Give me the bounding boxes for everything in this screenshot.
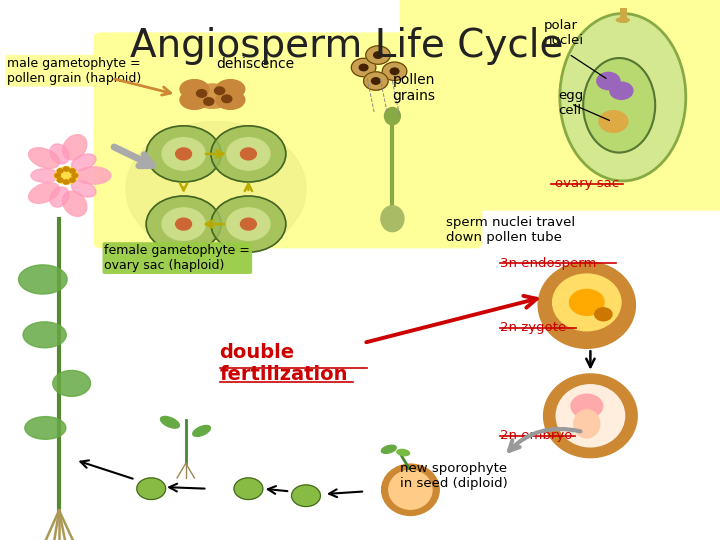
Ellipse shape [31,168,58,183]
Ellipse shape [616,18,629,22]
Text: pollen
grains: pollen grains [392,73,436,103]
Text: ovary sac: ovary sac [554,177,619,190]
Circle shape [146,126,221,182]
FancyBboxPatch shape [94,32,482,248]
Text: 3n endosperm: 3n endosperm [500,256,597,269]
Ellipse shape [583,58,655,152]
Circle shape [372,78,380,84]
Circle shape [240,148,256,160]
Circle shape [176,218,192,230]
Ellipse shape [63,134,87,160]
Circle shape [390,68,399,75]
Circle shape [55,167,78,184]
Ellipse shape [180,91,209,109]
Circle shape [364,72,388,90]
Ellipse shape [71,181,96,197]
Ellipse shape [24,417,66,440]
Circle shape [211,126,286,182]
Text: sperm nuclei travel
down pollen tube: sperm nuclei travel down pollen tube [446,216,575,244]
Circle shape [197,90,207,97]
Text: polar
nuclei: polar nuclei [544,19,584,47]
Text: new sporophyte
in seed (diploid): new sporophyte in seed (diploid) [400,462,508,490]
Text: 2n zygote: 2n zygote [500,321,567,334]
Ellipse shape [29,148,60,168]
Circle shape [146,196,221,252]
Ellipse shape [381,206,404,232]
Circle shape [211,196,286,252]
Text: double
fertilization: double fertilization [220,343,348,384]
Circle shape [234,478,263,500]
Circle shape [58,169,63,173]
Ellipse shape [389,470,432,509]
Text: dehiscence: dehiscence [217,57,294,71]
Circle shape [570,289,604,315]
Ellipse shape [538,262,636,348]
Ellipse shape [216,80,245,98]
Ellipse shape [544,374,637,458]
Text: egg
cell: egg cell [558,89,583,117]
Ellipse shape [180,80,209,98]
Text: Angiosperm Life Cycle: Angiosperm Life Cycle [130,27,563,65]
Ellipse shape [192,84,232,108]
Ellipse shape [560,14,686,181]
Circle shape [126,122,306,256]
Text: 2n embryo: 2n embryo [500,429,573,442]
Ellipse shape [397,449,410,456]
Ellipse shape [71,154,96,170]
Circle shape [176,148,192,160]
Ellipse shape [382,445,396,454]
Circle shape [63,167,69,171]
Circle shape [292,485,320,507]
Circle shape [222,95,232,103]
Ellipse shape [552,274,621,330]
Circle shape [58,178,63,182]
Ellipse shape [19,265,67,294]
Circle shape [374,52,382,58]
Circle shape [55,173,60,178]
Ellipse shape [384,107,400,125]
Text: female gametophyte =
ovary sac (haploid): female gametophyte = ovary sac (haploid) [104,244,251,272]
Circle shape [240,218,256,230]
Circle shape [69,169,75,173]
Ellipse shape [556,384,625,447]
Circle shape [63,180,69,184]
Circle shape [227,138,270,170]
Text: male gametophyte =
pollen grain (haploid): male gametophyte = pollen grain (haploid… [7,57,141,85]
Circle shape [595,308,612,321]
Circle shape [215,87,225,94]
Circle shape [162,208,205,240]
Ellipse shape [216,91,245,109]
FancyBboxPatch shape [400,0,720,211]
Circle shape [359,64,368,71]
Ellipse shape [161,416,179,428]
Circle shape [366,46,390,64]
Circle shape [351,58,376,77]
Ellipse shape [50,144,69,164]
Ellipse shape [23,322,66,348]
Ellipse shape [63,191,87,217]
Ellipse shape [53,370,91,396]
Circle shape [382,62,407,80]
Ellipse shape [29,183,60,203]
Ellipse shape [50,187,69,207]
Circle shape [69,178,75,182]
Circle shape [72,173,78,178]
Circle shape [597,72,620,90]
Circle shape [571,394,603,418]
Circle shape [599,111,628,132]
Circle shape [204,98,214,105]
Ellipse shape [574,410,600,438]
Circle shape [227,208,270,240]
Circle shape [610,82,633,99]
Ellipse shape [382,464,439,515]
Ellipse shape [76,167,111,184]
Circle shape [137,478,166,500]
Circle shape [162,138,205,170]
Ellipse shape [193,426,210,436]
